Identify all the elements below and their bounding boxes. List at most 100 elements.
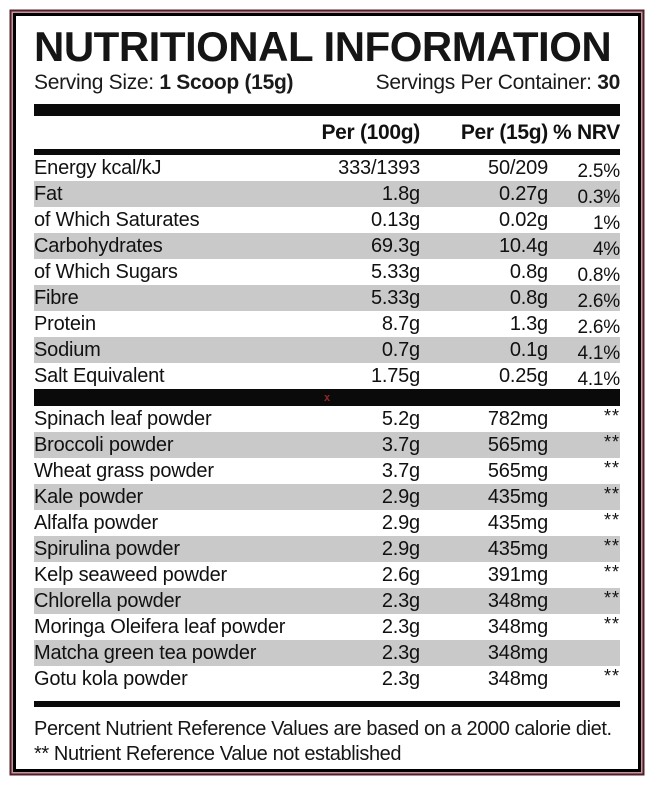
per-100g-value: 2.9g (381, 485, 420, 508)
per-15g-value: 0.25g (498, 364, 548, 387)
table-row: Matcha green tea powder 2.3g 348mg (34, 639, 620, 666)
per-15g-value: 348mg (487, 641, 548, 664)
row-label: Sodium (34, 338, 101, 361)
nutrients-table: Energy kcal/kJ 333/1393 50/209 2.5% Fat … (34, 155, 620, 390)
per-15g-value: 0.8g (509, 260, 548, 283)
per-100g-value: 5.2g (381, 407, 420, 430)
per-100g-value: 3.7g (381, 433, 420, 456)
serving-size-value: 1 Scoop (15g) (159, 70, 294, 94)
per-15g-value: 782mg (487, 407, 548, 430)
table-row: of Which Sugars 5.33g 0.8g 0.8% (34, 259, 620, 286)
row-label: Moringa Oleifera leaf powder (34, 615, 286, 638)
table-row: of Which Saturates 0.13g 0.02g 1% (34, 207, 620, 234)
row-label: Salt Equivalent (34, 364, 165, 387)
per-100g-value: 2.3g (381, 641, 420, 664)
per-100g-value: 0.13g (370, 208, 420, 231)
servings-per-container: Servings Per Container: 30 (375, 70, 621, 95)
table-row: Moringa Oleifera leaf powder 2.3g 348mg … (34, 614, 620, 640)
table-header-row: Per (100g) Per (15g) % NRV (34, 116, 620, 149)
row-label: Wheat grass powder (34, 459, 214, 482)
row-label: Protein (34, 312, 96, 335)
per-15g-value: 1.3g (509, 312, 548, 335)
serving-info: Serving Size: 1 Scoop (15g) Servings Per… (34, 71, 620, 95)
serving-size-label: Serving Size: (34, 70, 154, 94)
row-label: Broccoli powder (34, 433, 174, 456)
per-15g-value: 10.4g (498, 234, 548, 257)
servings-per-container-label: Servings Per Container: (375, 70, 592, 94)
per-15g-value: 391mg (487, 563, 548, 586)
nrv-value: ** (603, 561, 620, 582)
row-label: Carbohydrates (34, 234, 163, 257)
table-row: Chlorella powder 2.3g 348mg ** (34, 587, 620, 614)
label-title: NUTRITIONAL INFORMATION (34, 23, 612, 70)
row-label: Gotu kola powder (34, 667, 188, 690)
nrv-value: 4.1% (577, 368, 620, 390)
section-divider-bar: x (34, 388, 620, 406)
per-100g-value: 2.6g (381, 563, 420, 586)
nrv-value: ** (603, 665, 620, 686)
row-label: of Which Saturates (34, 208, 200, 231)
table-row: Sodium 0.7g 0.1g 4.1% (34, 336, 620, 364)
per-15g-value: 565mg (487, 459, 548, 482)
per-100g-value: 0.7g (381, 338, 420, 361)
per-15g-value: 0.02g (498, 208, 548, 231)
nutrition-label: NUTRITIONAL INFORMATION Serving Size: 1 … (13, 13, 641, 772)
footer-rule (34, 700, 620, 707)
per-15g-value: 50/209 (488, 156, 548, 179)
footnote-nrv-basis: Percent Nutrient Reference Values are ba… (34, 717, 612, 740)
servings-per-container-value: 30 (597, 70, 620, 94)
table-row: Fat 1.8g 0.27g 0.3% (34, 180, 620, 208)
nrv-value: ** (603, 535, 620, 556)
per-15g-value: 0.1g (509, 338, 548, 361)
nrv-value: 2.6% (577, 290, 620, 312)
per-15g-value: 348mg (487, 589, 548, 612)
table-row: Protein 8.7g 1.3g 2.6% (34, 311, 620, 338)
column-header-nrv: % NRV (553, 120, 620, 144)
per-15g-value: 0.8g (509, 286, 548, 309)
row-label: Fibre (34, 286, 79, 309)
nrv-value: ** (603, 483, 620, 504)
table-header-rule (34, 148, 620, 155)
table-row: Salt Equivalent 1.75g 0.25g 4.1% (34, 363, 620, 390)
per-15g-value: 435mg (487, 537, 548, 560)
per-15g-value: 348mg (487, 615, 548, 638)
footnote-nrv-not-established: ** Nutrient Reference Value not establis… (34, 742, 402, 765)
row-label: Chlorella powder (34, 589, 181, 612)
table-row: Gotu kola powder 2.3g 348mg ** (34, 666, 620, 692)
header-divider-bar (34, 103, 620, 116)
row-label: Matcha green tea powder (34, 641, 257, 664)
row-label: of Which Sugars (34, 260, 178, 283)
nrv-value: ** (603, 587, 620, 608)
per-100g-value: 5.33g (370, 260, 420, 283)
nrv-value: ** (603, 405, 620, 426)
row-label: Spinach leaf powder (34, 407, 212, 430)
nrv-value: 0.3% (577, 186, 620, 208)
table-row: Wheat grass powder 3.7g 565mg ** (34, 458, 620, 484)
row-label: Alfalfa powder (34, 511, 158, 534)
per-100g-value: 5.33g (370, 286, 420, 309)
per-100g-value: 8.7g (381, 312, 420, 335)
row-label: Energy kcal/kJ (34, 156, 162, 179)
per-100g-value: 69.3g (370, 234, 420, 257)
per-100g-value: 2.9g (381, 537, 420, 560)
table-row: Spinach leaf powder 5.2g 782mg ** (34, 406, 620, 432)
per-15g-value: 348mg (487, 667, 548, 690)
ingredients-table: Spinach leaf powder 5.2g 782mg ** Brocco… (34, 406, 620, 692)
nrv-value: 2.6% (577, 316, 620, 338)
per-15g-value: 435mg (487, 485, 548, 508)
column-header-per-100g: Per (100g) (321, 120, 420, 144)
nrv-value: 0.8% (577, 264, 620, 286)
nrv-value: ** (603, 613, 620, 634)
per-15g-value: 565mg (487, 433, 548, 456)
per-100g-value: 2.3g (381, 615, 420, 638)
nrv-value: ** (603, 431, 620, 452)
per-100g-value: 2.3g (381, 667, 420, 690)
table-row: Carbohydrates 69.3g 10.4g 4% (34, 232, 620, 260)
nrv-value: 2.5% (577, 160, 620, 182)
per-100g-value: 1.8g (381, 182, 420, 205)
nrv-value: ** (603, 457, 620, 478)
table-row: Broccoli powder 3.7g 565mg ** (34, 431, 620, 458)
per-15g-value: 435mg (487, 511, 548, 534)
per-100g-value: 3.7g (381, 459, 420, 482)
serving-size: Serving Size: 1 Scoop (15g) (34, 71, 293, 95)
